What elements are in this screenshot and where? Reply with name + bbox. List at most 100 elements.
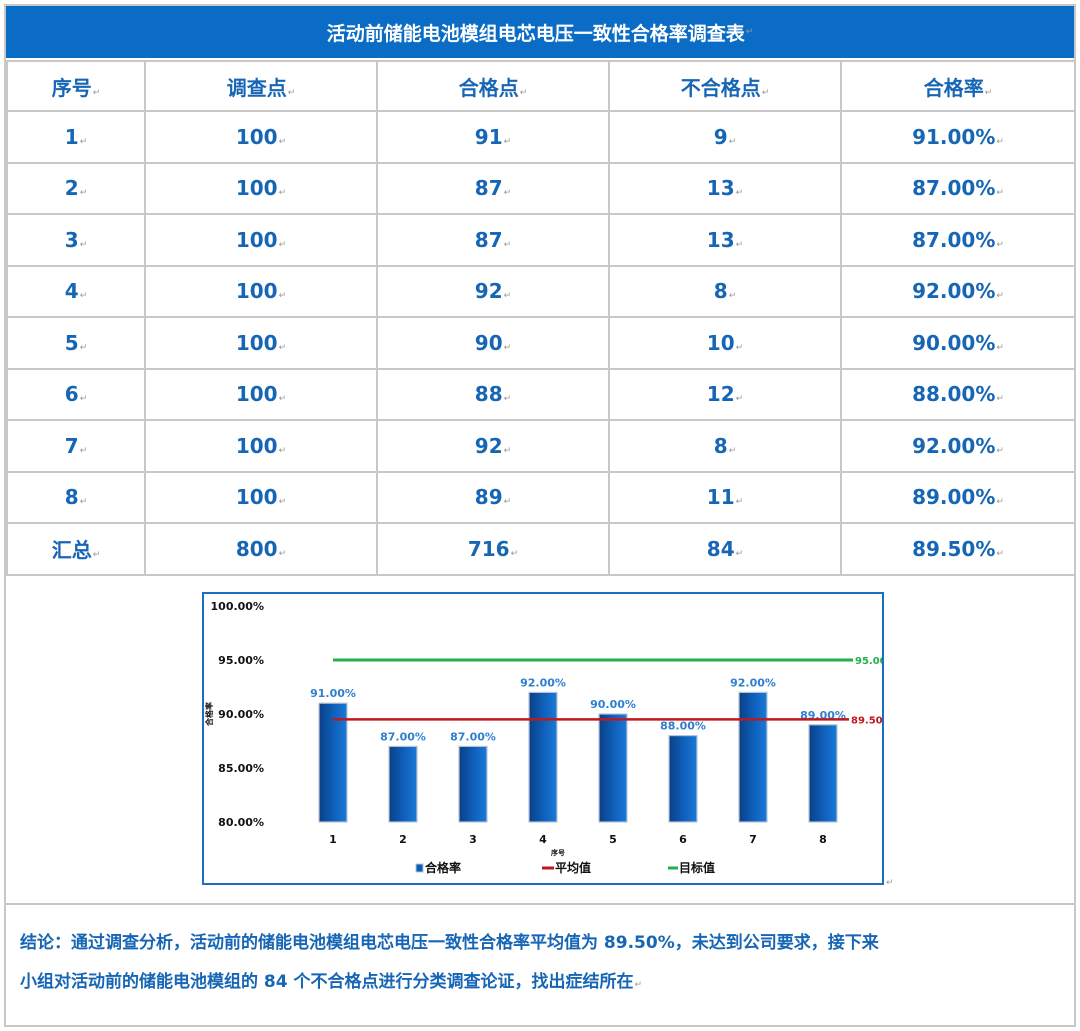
- conclusion-line-1: 结论：通过调查分析，活动前的储能电池模组电芯电压一致性合格率平均值为 89.50…: [20, 933, 879, 953]
- table-row-cell: 7↵: [6, 419, 146, 473]
- cell-text: 87: [474, 227, 503, 252]
- cell-text: 合格点: [458, 75, 519, 100]
- target-line-label: 95.00%: [855, 656, 882, 667]
- cell-text: 100: [235, 485, 278, 510]
- table-row-cell: 13↵: [608, 213, 842, 267]
- cell-text: 92: [474, 279, 503, 304]
- table-total-row-cell: 84↵: [608, 522, 842, 576]
- x-axis-label: 序号: [550, 848, 565, 857]
- table-row-cell: 100↵: [144, 213, 378, 267]
- cell-text: 100: [235, 227, 278, 252]
- cell-text: 7: [64, 433, 79, 458]
- table-row-cell: 3↵: [6, 213, 146, 267]
- table-row-cell: 87↵: [376, 161, 610, 215]
- cell-text: 汇总: [51, 538, 92, 563]
- table-title: 活动前储能电池模组电芯电压一致性合格率调查表 ↵: [6, 6, 1074, 58]
- table-row: 5↵ 100↵ 90↵ 10↵ 90.00%↵: [6, 316, 1076, 370]
- table-header-row: 序号↵ 调查点↵ 合格点↵ 不合格点↵ 合格率↵: [6, 60, 1076, 112]
- cell-text: 13: [706, 176, 735, 201]
- bar-data-label: 92.00%: [520, 676, 566, 689]
- cell-text: 100: [235, 330, 278, 355]
- x-tick-label: 6: [679, 833, 687, 846]
- table-row-cell: 88↵: [376, 367, 610, 421]
- cell-text: 87.00%: [912, 227, 996, 252]
- table-row-cell: 8↵: [608, 419, 842, 473]
- table-row-cell: 100↵: [144, 264, 378, 318]
- cell-text: 序号: [51, 75, 92, 100]
- table-row-cell: 10↵: [608, 316, 842, 370]
- cell-text: 13: [706, 227, 735, 252]
- bar: [738, 691, 768, 823]
- cell-text: 89.50%: [912, 536, 996, 561]
- bar: [528, 691, 558, 823]
- table-total-row-cell: 89.50%↵: [840, 522, 1076, 576]
- cell-text: 92.00%: [912, 279, 996, 304]
- table-total-row-cell: 汇总↵: [6, 522, 146, 576]
- table-row-cell: 92.00%↵: [840, 264, 1076, 318]
- x-tick-label: 3: [469, 833, 477, 846]
- x-tick-label: 4: [539, 833, 547, 846]
- table-row-cell: 91↵: [376, 110, 610, 164]
- table-row-cell: 11↵: [608, 470, 842, 524]
- bar: [318, 702, 348, 823]
- table-row: 6↵ 100↵ 88↵ 12↵ 88.00%↵: [6, 367, 1076, 421]
- table-row-cell: 8↵: [6, 470, 146, 524]
- x-tick-label: 5: [609, 833, 617, 846]
- table-row-cell: 9↵: [608, 110, 842, 164]
- table-row-cell: 100↵: [144, 367, 378, 421]
- y-tick-label: 80.00%: [218, 816, 264, 829]
- conclusion-line-2: 小组对活动前的储能电池模组的 84 个不合格点进行分类调查论证，找出症结所在↵: [20, 972, 643, 992]
- cell-text: 89: [474, 485, 503, 510]
- table-row-cell: 100↵: [144, 470, 378, 524]
- table-row-cell: 6↵: [6, 367, 146, 421]
- cell-text: 92.00%: [912, 433, 996, 458]
- table-row-cell: 5↵: [6, 316, 146, 370]
- table-row-cell: 100↵: [144, 419, 378, 473]
- bar-data-label: 92.00%: [730, 676, 776, 689]
- table-row: 8↵ 100↵ 89↵ 11↵ 89.00%↵: [6, 470, 1076, 524]
- table-row-cell: 1↵: [6, 110, 146, 164]
- cell-text: 8: [713, 433, 728, 458]
- table-row-cell: 2↵: [6, 161, 146, 215]
- legend-label-average: 平均值: [555, 860, 591, 875]
- table-row: 7↵ 100↵ 92↵ 8↵ 92.00%↵: [6, 419, 1076, 473]
- table-header-row-cell: 不合格点↵: [608, 60, 842, 112]
- table-row-cell: 100↵: [144, 161, 378, 215]
- table-row-cell: 92.00%↵: [840, 419, 1076, 473]
- report-panel: 活动前储能电池模组电芯电压一致性合格率调查表 ↵ 序号↵ 调查点↵ 合格点↵ 不合格点↵…: [4, 4, 1076, 1027]
- cell-text: 100: [235, 176, 278, 201]
- table-row-cell: 89.00%↵: [840, 470, 1076, 524]
- cell-text: 11: [706, 485, 735, 510]
- bar-chart: 100.00% 95.00% 90.00% 85.00% 80.00% 合格率 91.00%…: [204, 600, 897, 875]
- bar: [388, 745, 418, 823]
- cell-text: 6: [64, 382, 79, 407]
- bar-data-label: 90.00%: [590, 698, 636, 711]
- cell-text: 87: [474, 176, 503, 201]
- cell-text: 84: [706, 536, 735, 561]
- bar: [458, 745, 488, 823]
- bar: [598, 713, 628, 823]
- table-row-cell: 92↵: [376, 419, 610, 473]
- table-row-cell: 91.00%↵: [840, 110, 1076, 164]
- cell-text: 90.00%: [912, 330, 996, 355]
- cell-text: 100: [235, 124, 278, 149]
- bar-data-label: 87.00%: [450, 730, 496, 743]
- legend-label-target: 目标值: [679, 860, 715, 875]
- table-row-cell: 88.00%↵: [840, 367, 1076, 421]
- bar-data-label: 87.00%: [380, 730, 426, 743]
- table-row-cell: 87.00%↵: [840, 161, 1076, 215]
- y-tick-label: 90.00%: [218, 708, 264, 721]
- cell-text: 100: [235, 433, 278, 458]
- y-tick-label: 100.00%: [211, 600, 264, 613]
- y-tick-label: 95.00%: [218, 654, 264, 667]
- cell-text: 91.00%: [912, 124, 996, 149]
- cell-text: 4: [64, 279, 79, 304]
- average-line-label: 89.50%: [851, 715, 882, 726]
- table-row-cell: 87↵: [376, 213, 610, 267]
- x-tick-label: 7: [749, 833, 757, 846]
- cell-text: 8: [713, 279, 728, 304]
- table-header-row-cell: 合格点↵: [376, 60, 610, 112]
- cell-text: 3: [64, 227, 79, 252]
- table-header-row-cell: 合格率↵: [840, 60, 1076, 112]
- cell-text: 89.00%: [912, 485, 996, 510]
